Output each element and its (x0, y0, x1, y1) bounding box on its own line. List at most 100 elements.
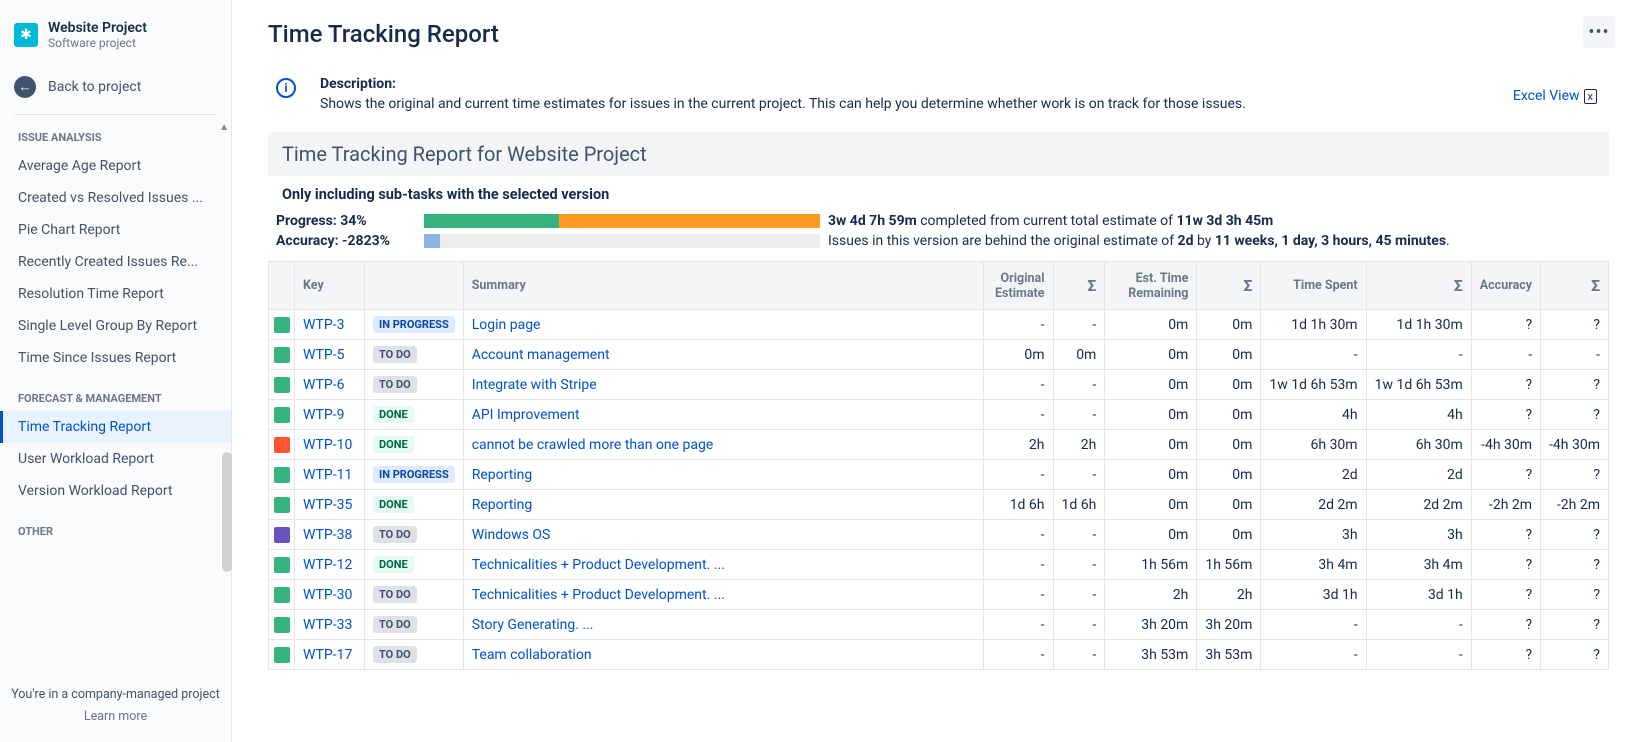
cell-spent-sigma: 6h 30m (1366, 430, 1471, 460)
issue-key-link[interactable]: WTP-17 (303, 647, 352, 663)
status-badge: IN PROGRESS (373, 316, 455, 333)
col-accuracy[interactable]: Accuracy (1471, 262, 1540, 310)
col-key[interactable]: Key (295, 262, 365, 310)
project-icon: ✱ (14, 23, 38, 47)
issue-key-link[interactable]: WTP-38 (303, 527, 352, 543)
cell-est-sigma: 0m (1197, 460, 1261, 490)
issue-summary-link[interactable]: API Improvement (472, 407, 580, 423)
issue-type-icon (274, 317, 290, 333)
cell-accuracy: -4h 30m (1471, 430, 1540, 460)
issue-type-icon (274, 647, 290, 663)
cell-accuracy: ? (1471, 640, 1540, 670)
issue-key-link[interactable]: WTP-10 (303, 437, 352, 453)
progress-label: Progress: 34% (276, 213, 424, 229)
cell-original: - (983, 370, 1053, 400)
cell-est-sigma: 0m (1197, 520, 1261, 550)
table-row: WTP-6TO DOIntegrate with Stripe--0m0m1w … (269, 370, 1609, 400)
cell-est-remaining: 0m (1105, 430, 1197, 460)
table-row: WTP-35DONEReporting1d 6h1d 6h0m0m2d 2m2d… (269, 490, 1609, 520)
issue-key-link[interactable]: WTP-12 (303, 557, 352, 573)
cell-time-spent: 2d 2m (1261, 490, 1366, 520)
cell-accuracy: ? (1471, 610, 1540, 640)
cell-spent-sigma: 1w 1d 6h 53m (1366, 370, 1471, 400)
issue-key-link[interactable]: WTP-35 (303, 497, 352, 513)
accuracy-label: Accuracy: -2823% (276, 233, 424, 249)
cell-original: - (983, 400, 1053, 430)
issue-summary-link[interactable]: Login page (472, 317, 541, 333)
issue-type-icon (274, 587, 290, 603)
cell-spent-sigma: 3h (1366, 520, 1471, 550)
issue-key-link[interactable]: WTP-3 (303, 317, 344, 333)
col-summary[interactable]: Summary (463, 262, 983, 310)
status-badge: TO DO (373, 526, 417, 543)
issue-summary-link[interactable]: Windows OS (472, 527, 551, 543)
cell-est-sigma: 0m (1197, 370, 1261, 400)
cell-time-spent: - (1261, 640, 1366, 670)
cell-original: - (983, 460, 1053, 490)
cell-original: - (983, 580, 1053, 610)
cell-est-sigma: 0m (1197, 490, 1261, 520)
cell-est-sigma: 0m (1197, 340, 1261, 370)
sidebar-item[interactable]: Time Tracking Report (0, 411, 231, 443)
footer-text: You're in a company-managed project (0, 687, 231, 702)
issue-key-link[interactable]: WTP-5 (303, 347, 344, 363)
back-to-project-link[interactable]: ← Back to project (0, 66, 231, 114)
issue-summary-link[interactable]: Story Generating. ... (472, 617, 594, 633)
col-time-spent[interactable]: Time Spent (1261, 262, 1366, 310)
back-arrow-icon: ← (14, 76, 36, 98)
sidebar-item[interactable]: Pie Chart Report (0, 214, 231, 246)
learn-more-link[interactable]: Learn more (0, 709, 231, 724)
status-badge: IN PROGRESS (373, 466, 455, 483)
issue-summary-link[interactable]: Reporting (472, 467, 533, 483)
cell-accuracy-sigma: ? (1541, 520, 1609, 550)
cell-time-spent: 2d (1261, 460, 1366, 490)
issue-key-link[interactable]: WTP-30 (303, 587, 352, 603)
cell-accuracy: ? (1471, 400, 1540, 430)
sidebar-item[interactable]: Average Age Report (0, 150, 231, 182)
progress-text: 3w 4d 7h 59m completed from current tota… (828, 213, 1273, 229)
issue-key-link[interactable]: WTP-6 (303, 377, 344, 393)
cell-accuracy-sigma: ? (1541, 400, 1609, 430)
cell-original: 1d 6h (983, 490, 1053, 520)
col-original-estimate[interactable]: Original Estimate (983, 262, 1053, 310)
sidebar: ✱ Website Project Software project ← Bac… (0, 0, 232, 742)
cell-est-remaining: 3h 53m (1105, 640, 1197, 670)
cell-est-sigma: 0m (1197, 400, 1261, 430)
issue-key-link[interactable]: WTP-33 (303, 617, 352, 633)
issue-summary-link[interactable]: Team collaboration (472, 647, 592, 663)
cell-original-sigma: - (1053, 460, 1105, 490)
sidebar-item[interactable]: User Workload Report (0, 443, 231, 475)
issue-summary-link[interactable]: Technicalities + Product Development. ..… (472, 587, 725, 603)
issue-key-link[interactable]: WTP-11 (303, 467, 352, 483)
excel-view-link[interactable]: Excel View x (1513, 88, 1597, 104)
issue-summary-link[interactable]: Integrate with Stripe (472, 377, 597, 393)
issue-summary-link[interactable]: Technicalities + Product Development. ..… (472, 557, 725, 573)
description-title: Description: (320, 76, 1246, 92)
sidebar-item[interactable]: Version Workload Report (0, 475, 231, 507)
sidebar-item[interactable]: Recently Created Issues Re... (0, 246, 231, 278)
sidebar-item[interactable]: Single Level Group By Report (0, 310, 231, 342)
status-badge: TO DO (373, 376, 417, 393)
issue-summary-link[interactable]: Account management (472, 347, 610, 363)
project-header: ✱ Website Project Software project (0, 20, 231, 66)
cell-original: - (983, 310, 1053, 340)
status-badge: DONE (373, 496, 414, 513)
sidebar-item[interactable]: Created vs Resolved Issues ... (0, 182, 231, 214)
cell-original: 0m (983, 340, 1053, 370)
more-actions-button[interactable]: ••• (1583, 16, 1615, 48)
col-est-time-remaining[interactable]: Est. Time Remaining (1105, 262, 1197, 310)
sidebar-scrollbar[interactable]: ▲ (216, 122, 232, 642)
section-forecast-label: FORECAST & MANAGEMENT (0, 386, 231, 411)
cell-spent-sigma: 3h 4m (1366, 550, 1471, 580)
report-table: Key Summary Original Estimate Σ Est. Tim… (268, 261, 1609, 670)
page-title: Time Tracking Report (268, 20, 1609, 48)
issue-key-link[interactable]: WTP-9 (303, 407, 344, 423)
cell-accuracy: ? (1471, 580, 1540, 610)
cell-est-sigma: 0m (1197, 310, 1261, 340)
issue-summary-link[interactable]: cannot be crawled more than one page (472, 437, 714, 453)
sidebar-item[interactable]: Resolution Time Report (0, 278, 231, 310)
cell-est-remaining: 0m (1105, 460, 1197, 490)
issue-summary-link[interactable]: Reporting (472, 497, 533, 513)
sidebar-item[interactable]: Time Since Issues Report (0, 342, 231, 374)
status-badge: TO DO (373, 616, 417, 633)
